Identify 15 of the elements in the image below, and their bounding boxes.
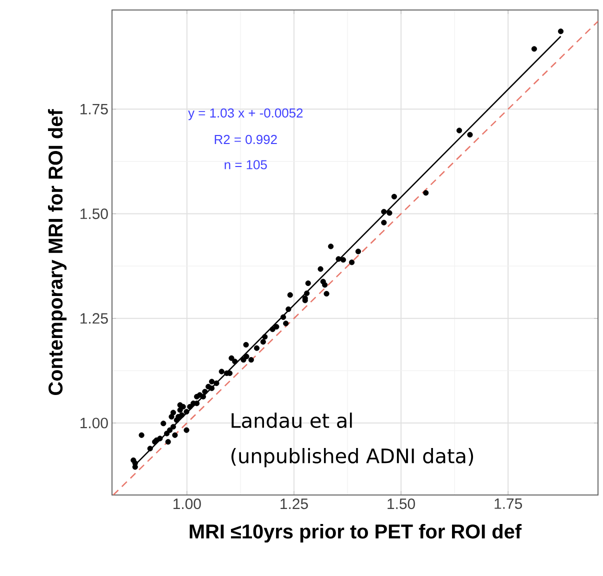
x-tick-label: 1.00 — [174, 498, 201, 510]
annotation: y = 1.03 x + -0.0052 — [188, 108, 303, 120]
x-tick-label: 1.50 — [388, 498, 415, 510]
x-axis-title: MRI ≤10yrs prior to PET for ROI def — [190, 524, 522, 543]
annotation: R2 = 0.992 — [214, 134, 277, 144]
y-tick-label: 1.50 — [80, 208, 108, 220]
x-tick-label: 1.75 — [494, 498, 522, 509]
y-tick-label: 1.00 — [80, 418, 108, 428]
y-tick-label: 1.25 — [80, 313, 108, 324]
x-tick-label: 1.25 — [280, 498, 308, 510]
y-tick-label: 1.75 — [80, 104, 108, 114]
annotation: (unpublished ADNI data) — [231, 448, 474, 468]
annotation: n = 105 — [224, 160, 267, 170]
annotation: Landau et al — [232, 412, 352, 428]
y-axis-title: Contemporary MRI for ROI def — [48, 109, 67, 396]
